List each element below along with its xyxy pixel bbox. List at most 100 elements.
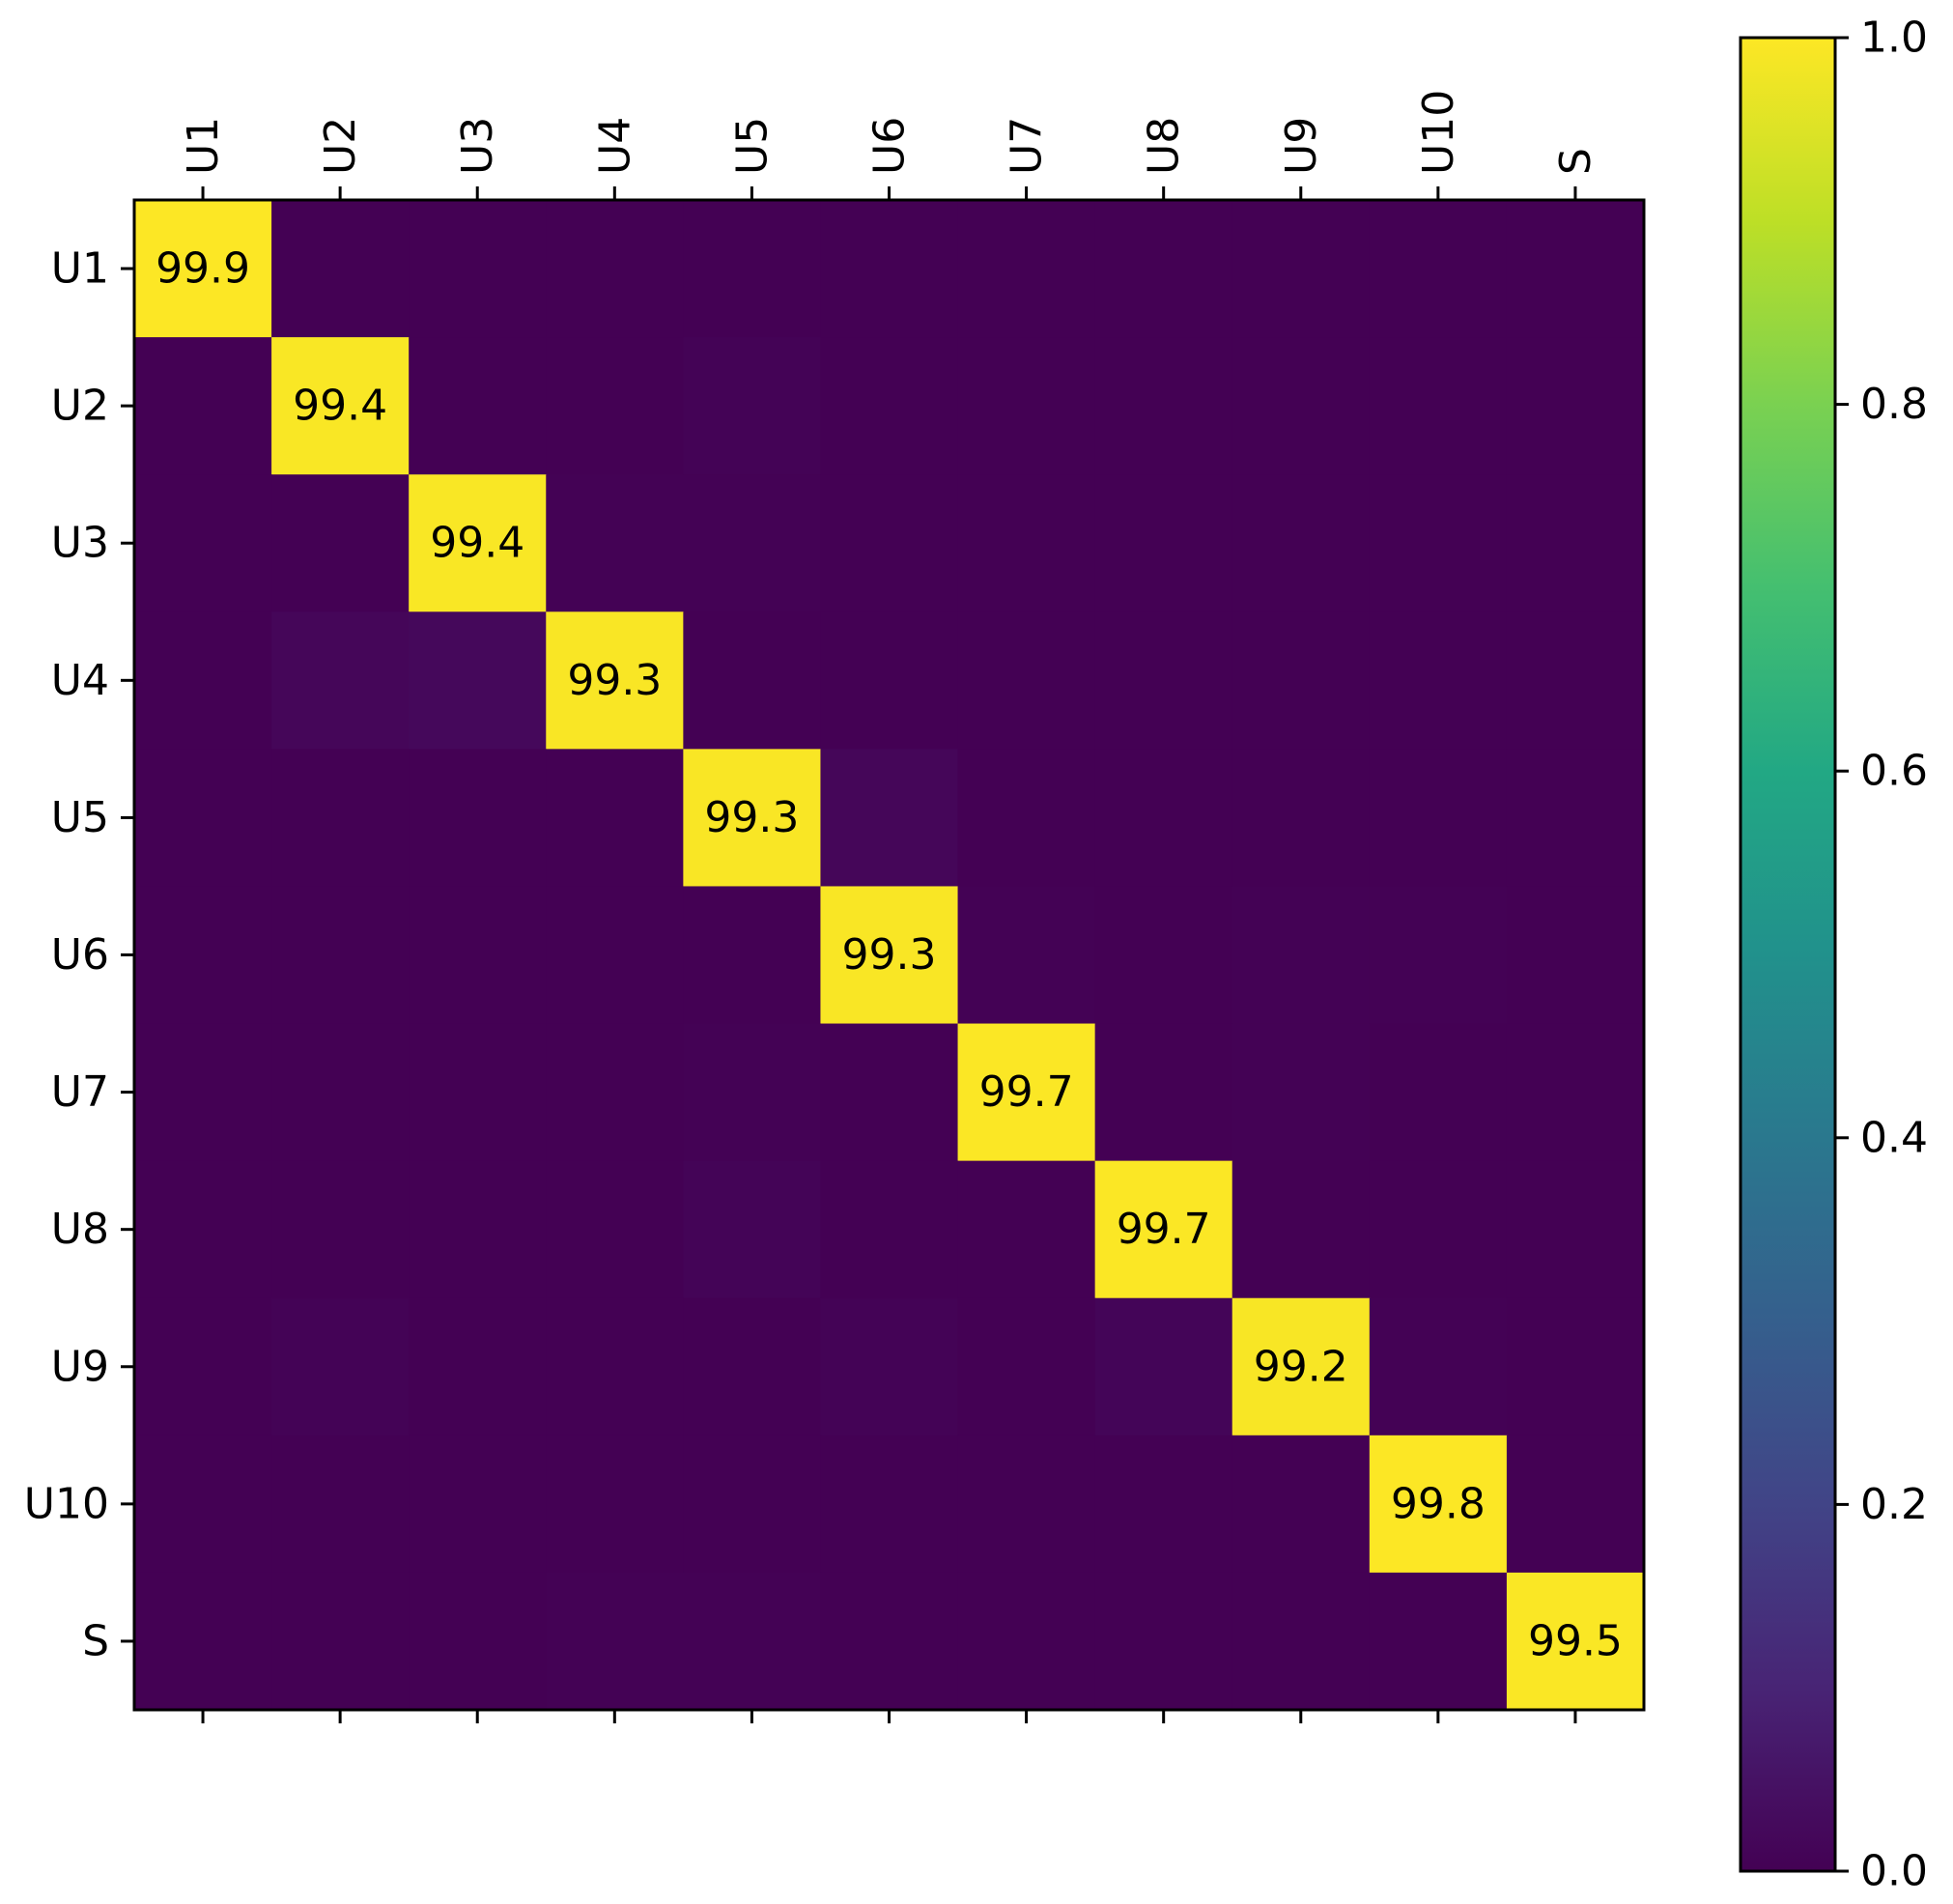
heatmap-cell [1369,1435,1508,1574]
cell-labels: 99.9 99.4 99.4 99.3 99.3 99.3 99.7 99.7 99.2 99.8… [156,244,1623,1666]
heatmap-cell [134,611,272,750]
y-tick-label: U6 [51,930,109,980]
heatmap-cell [271,611,410,750]
heatmap-cell [683,611,822,750]
heatmap-cell [1369,886,1508,1025]
colorbar [1739,36,1837,1873]
x-tick-label: U3 [453,117,502,175]
heatmap-cell [1506,1435,1645,1574]
colorbar-tick-label: 0.2 [1860,1480,1928,1529]
heatmap-cell [271,886,410,1025]
heatmap-cell [409,749,547,888]
heatmap-cell [546,611,684,750]
heatmap-cell [820,886,959,1025]
heatmap-cell [1231,1160,1371,1299]
y-tick-label: U4 [51,656,109,705]
heatmap-cell [409,1160,547,1299]
heatmap-cell [1369,337,1508,475]
heatmap-cell [683,1297,822,1436]
heatmap-cell [957,200,1096,338]
y-axis: U1 U2 U3 U4 U5 U6 U7 U8 U9 U10 S [24,244,134,1665]
x-tick-label: U1 [179,117,228,175]
x-tick-label: U6 [865,117,915,175]
heatmap-cell [820,1435,959,1574]
heatmap-cell [546,474,684,612]
heatmap-cell [1094,337,1233,475]
heatmap-cell [1231,474,1371,612]
cell-value-label: 99.2 [1254,1342,1348,1391]
heatmap-cell [1506,1160,1645,1299]
heatmap-cell [957,1160,1096,1299]
heatmap-cell [957,337,1096,475]
cell-value-label: 99.9 [156,244,250,294]
heatmap-cell [271,1023,410,1162]
cell-value-label: 99.3 [704,793,799,842]
heatmap-cell [1506,1572,1645,1711]
heatmap-cell [1369,1297,1508,1436]
heatmap-cell [546,1297,684,1436]
heatmap-cell [1094,1572,1233,1711]
heatmap-cell [1506,611,1645,750]
cell-value-label: 99.3 [567,656,662,705]
heatmap-cell [546,1023,684,1162]
heatmap-cell [820,1160,959,1299]
heatmap-cell [1369,1023,1508,1162]
x-axis: U1 U2 U3 U4 U5 U6 U7 U8 U9 U10 S [179,90,1600,1723]
heatmap-cell [1094,1160,1233,1299]
cell-value-label: 99.7 [979,1067,1074,1117]
heatmap-cell [134,1297,272,1436]
heatmap-cell [1231,611,1371,750]
heatmap-cell [1506,886,1645,1025]
heatmap-cell [1369,1572,1508,1711]
heatmap-cell [134,749,272,888]
heatmap-cell [134,337,272,475]
heatmap-cell [957,886,1096,1025]
heatmap-cell [1506,200,1645,338]
heatmap-cell [134,474,272,612]
cell-value-label: 99.4 [293,382,387,431]
heatmap-cell [957,1023,1096,1162]
heatmap-cell [1231,1435,1371,1574]
heatmap-cell [271,474,410,612]
y-tick-label: U10 [24,1479,109,1528]
heatmap-cell [1369,200,1508,338]
x-tick-label: U2 [316,117,365,175]
heatmap-cell [683,337,822,475]
heatmap-cell [957,1435,1096,1574]
heatmap-cell [957,474,1096,612]
heatmap-cell [546,1572,684,1711]
heatmap-cell [271,337,410,475]
heatmap-cell [1231,1023,1371,1162]
heatmap-cell [134,1572,272,1711]
heatmap-cell [957,611,1096,750]
heatmap-cell [409,1297,547,1436]
heatmap-cell [1369,474,1508,612]
heatmap-cell [1506,749,1645,888]
x-tick-label: U7 [1003,117,1052,175]
heatmap-cell [820,1572,959,1711]
cell-value-label: 99.5 [1528,1616,1623,1665]
y-tick-label: S [82,1616,109,1665]
x-tick-label: U10 [1414,90,1463,175]
heatmap-cell [409,1572,547,1711]
heatmap-cell [409,200,547,338]
y-tick-label: U3 [51,519,109,568]
heatmap-cell [409,1023,547,1162]
heatmap-cell [957,1297,1096,1436]
y-tick-label: U1 [51,244,109,294]
heatmap-cell [546,749,684,888]
cell-value-label: 99.3 [842,930,937,980]
heatmap-cell [820,474,959,612]
colorbar-tick-label: 1.0 [1860,14,1928,63]
heatmap-cell [409,1435,547,1574]
heatmap-cell [546,1160,684,1299]
heatmap-cell [820,749,959,888]
heatmap-cell [134,1435,272,1574]
heatmap-cell [1231,200,1371,338]
heatmap-cell [134,1023,272,1162]
heatmap-cells [134,200,1645,1711]
heatmap-cell [957,749,1096,888]
heatmap-cell [1094,1297,1233,1436]
heatmap-cell [546,337,684,475]
y-tick-label: U9 [51,1342,109,1391]
